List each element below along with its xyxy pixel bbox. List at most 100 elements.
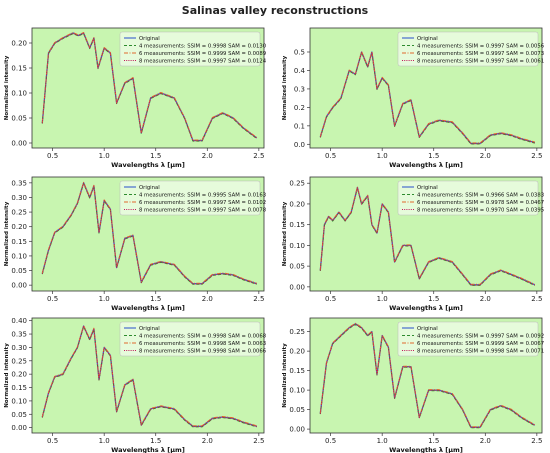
legend: Original 4 measurements: SSIM = 0.9995 SA… [119, 180, 267, 216]
y-tick-label: 0.15 [11, 238, 27, 246]
series-line-4 [41, 32, 258, 142]
legend-entry: 6 measurements: SSIM = 0.9997 SAM = 0.00… [417, 51, 544, 57]
x-tick-label: 1.5 [150, 295, 161, 303]
legend-entry: 4 measurements: SSIM = 0.9998 SAM = 0.01… [139, 44, 267, 50]
x-tick-label: 1.0 [99, 295, 110, 303]
legend-entry: Original [417, 36, 438, 42]
y-tick-label: 0.20 [11, 40, 27, 48]
y-tick-label: 0.15 [289, 221, 305, 229]
x-tick-label: 2.0 [202, 437, 213, 445]
x-axis-label: Wavelengths λ [μm] [389, 161, 463, 169]
x-tick-label: 1.0 [99, 152, 110, 160]
x-tick-label: 0.5 [325, 152, 336, 160]
y-tick-label: 0.20 [289, 200, 305, 208]
y-tick-label: 0.00 [11, 140, 27, 148]
x-tick-label: 0.5 [325, 437, 336, 445]
legend-entry: 4 measurements: SSIM = 0.9997 SAM = 0.00… [417, 44, 545, 50]
y-tick-label: 0.3 [294, 85, 305, 93]
y-axis-label: Normalized intensity [282, 55, 288, 120]
x-tick-label: 2.5 [253, 295, 264, 303]
legend-entry: 8 measurements: SSIM = 0.9998 SAM = 0.00… [417, 349, 544, 355]
legend-entry: Original [417, 185, 438, 191]
series-line-4 [41, 325, 257, 428]
legend-entry: 8 measurements: SSIM = 0.9997 SAM = 0.00… [417, 59, 544, 65]
x-tick-label: 1.5 [428, 437, 439, 445]
y-tick-label: 0.05 [289, 263, 305, 271]
series-line-3 [41, 325, 257, 427]
y-axis-label: Normalized intensity [282, 343, 288, 408]
legend-entry: 8 measurements: SSIM = 0.9997 SAM = 0.00… [139, 208, 267, 214]
legend-entry: 4 measurements: SSIM = 0.9995 SAM = 0.01… [139, 193, 266, 199]
legend-entry: 6 measurements: SSIM = 0.9997 SAM = 0.01… [139, 200, 266, 206]
y-tick-label: 0.10 [11, 252, 27, 260]
x-tick-label: 2.5 [531, 295, 542, 303]
x-tick-label: 0.5 [47, 295, 58, 303]
y-tick-label: 0.35 [11, 331, 27, 339]
y-tick-label: 0.15 [289, 367, 305, 375]
y-tick-label: 0.0 [294, 141, 305, 149]
x-tick-label: 2.0 [480, 152, 491, 160]
legend: Original 4 measurements: SSIM = 0.9998 SA… [119, 31, 267, 67]
x-tick-label: 1.5 [428, 295, 439, 303]
series-line-3 [41, 32, 258, 141]
chart-panel-4: 0.5 1.0 1.5 2.0 2.5 0.00 0.05 0.10 0.15 0.20 0.25 W… [282, 176, 544, 312]
y-tick-label: 0.30 [11, 344, 27, 352]
figure-title: Salinas valley reconstructions [181, 4, 369, 17]
legend-entry: 4 measurements: SSIM = 0.9966 SAM = 0.03… [417, 193, 544, 199]
legend: Original 4 measurements: SSIM = 0.9997 SA… [397, 321, 544, 357]
y-tick-label: 0.00 [289, 283, 305, 291]
x-axis-label: Wavelengths λ [μm] [111, 446, 185, 453]
x-tick-label: 2.0 [202, 295, 213, 303]
y-tick-label: 0.00 [289, 426, 305, 434]
legend: Original 4 measurements: SSIM = 0.9966 SA… [397, 180, 544, 216]
y-tick-label: 0.20 [289, 348, 305, 356]
chart-panel-6: 0.5 1.0 1.5 2.0 2.5 0.00 0.05 0.10 0.15 0.20 0.25 W… [282, 317, 544, 453]
x-tick-label: 2.5 [253, 152, 264, 160]
x-tick-label: 2.0 [480, 437, 491, 445]
x-tick-label: 2.5 [253, 437, 264, 445]
series-line-4 [319, 51, 535, 145]
series-line-2 [41, 33, 258, 142]
legend-entry: 8 measurements: SSIM = 0.9998 SAM = 0.00… [139, 349, 267, 355]
legend-entry: 8 measurements: SSIM = 0.9970 SAM = 0.03… [417, 208, 544, 214]
y-axis-label: Normalized intensity [4, 201, 10, 266]
x-tick-label: 2.5 [531, 152, 542, 160]
x-tick-label: 2.5 [531, 437, 542, 445]
y-tick-label: 0.10 [11, 397, 27, 405]
legend-entry: 6 measurements: SSIM = 0.9999 SAM = 0.00… [139, 51, 266, 57]
y-tick-label: 0.2 [294, 104, 305, 112]
y-tick-label: 0.25 [11, 357, 27, 365]
legend-entry: 4 measurements: SSIM = 0.9997 SAM = 0.00… [417, 334, 544, 340]
y-tick-label: 0.10 [289, 387, 305, 395]
x-tick-label: 0.5 [325, 295, 336, 303]
y-axis-label: Normalized intensity [282, 201, 288, 266]
y-axis-label: Normalized intensity [4, 343, 10, 408]
series-line-2 [41, 182, 257, 285]
x-tick-label: 2.0 [202, 152, 213, 160]
x-axis-label: Wavelengths λ [μm] [111, 161, 185, 169]
series-line-2 [319, 323, 536, 429]
y-tick-label: 0.40 [11, 317, 27, 325]
x-tick-label: 1.0 [377, 152, 388, 160]
legend-entry: 6 measurements: SSIM = 0.9978 SAM = 0.04… [417, 200, 544, 206]
y-tick-label: 0.25 [289, 180, 305, 188]
y-tick-label: 0.20 [11, 371, 27, 379]
series-line-3 [41, 181, 257, 284]
x-tick-label: 1.5 [150, 437, 161, 445]
y-tick-label: 0.00 [11, 282, 27, 290]
chart-panel-1: 0.5 1.0 1.5 2.0 2.5 0.00 0.05 0.10 0.15 0.20 Wavel… [4, 27, 267, 169]
x-tick-label: 2.0 [480, 295, 491, 303]
legend-entry: 4 measurements: SSIM = 0.9998 SAM = 0.00… [139, 334, 267, 340]
legend-entry: Original [139, 326, 160, 332]
legend: Original 4 measurements: SSIM = 0.9997 SA… [397, 31, 545, 67]
chart-panel-3: 0.5 1.0 1.5 2.0 2.5 0.00 0.05 0.10 0.15 0.20 0.25 0… [4, 176, 267, 312]
legend: Original 4 measurements: SSIM = 0.9998 SA… [119, 321, 267, 357]
y-tick-label: 0.30 [11, 194, 27, 202]
legend-entry: 8 measurements: SSIM = 0.9997 SAM = 0.01… [139, 59, 267, 65]
y-tick-label: 0.05 [11, 267, 27, 275]
y-tick-label: 0.20 [11, 223, 27, 231]
y-tick-label: 0.5 [294, 49, 305, 57]
series-line-3 [319, 51, 535, 144]
y-tick-label: 0.15 [11, 65, 27, 73]
